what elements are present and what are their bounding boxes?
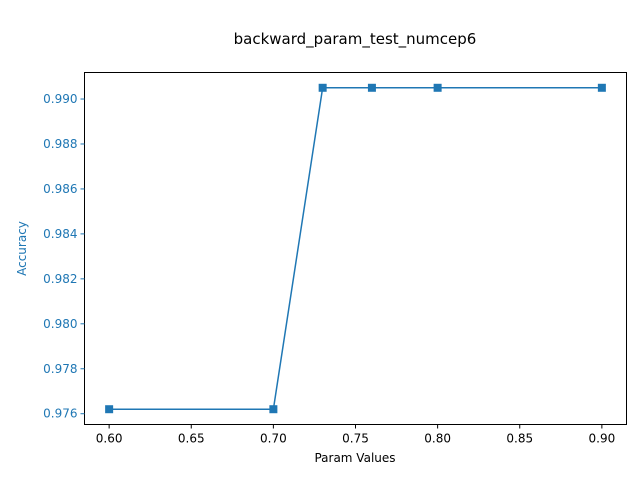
y-tick-label: 0.980 — [43, 317, 77, 331]
y-axis-label: Accuracy — [15, 221, 29, 276]
y-axis: 0.976 0.978 0.980 0.982 0.984 0.986 0.988 0.990 — [43, 92, 85, 421]
x-axis-label: Param Values — [314, 451, 395, 465]
data-point-marker — [367, 83, 376, 92]
plot-area — [105, 83, 606, 414]
x-tick-label: 0.70 — [260, 432, 287, 446]
x-tick-label: 0.75 — [342, 432, 369, 446]
chart-title: backward_param_test_numcep6 — [234, 30, 477, 49]
y-tick-label: 0.988 — [43, 137, 77, 151]
x-axis: 0.60 0.65 0.70 0.75 0.80 0.85 0.90 — [96, 424, 616, 446]
x-tick-label: 0.65 — [178, 432, 205, 446]
y-tick-label: 0.978 — [43, 362, 77, 376]
data-point-marker — [269, 405, 278, 414]
y-tick-label: 0.976 — [43, 407, 77, 421]
x-tick-label: 0.90 — [589, 432, 616, 446]
y-tick-label: 0.984 — [43, 227, 77, 241]
data-point-marker — [597, 83, 606, 92]
y-tick-label: 0.990 — [43, 92, 77, 106]
data-point-marker — [105, 405, 114, 414]
y-tick-label: 0.982 — [43, 272, 77, 286]
x-tick-label: 0.85 — [506, 432, 533, 446]
x-tick-label: 0.60 — [96, 432, 123, 446]
x-tick-label: 0.80 — [424, 432, 451, 446]
y-tick-label: 0.986 — [43, 182, 77, 196]
data-point-marker — [318, 83, 327, 92]
series-line — [109, 87, 602, 410]
data-point-marker — [433, 83, 442, 92]
